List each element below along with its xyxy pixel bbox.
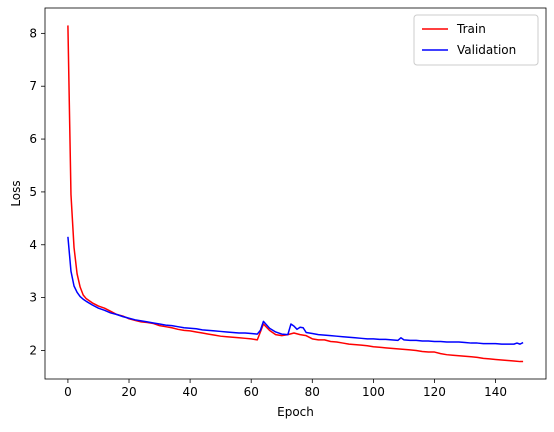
y-tick-label: 2 (29, 343, 37, 357)
y-tick-label: 5 (29, 185, 37, 199)
y-tick-label: 8 (29, 26, 37, 40)
x-tick-label: 80 (305, 385, 320, 399)
x-tick-label: 120 (423, 385, 446, 399)
x-tick-label: 140 (484, 385, 507, 399)
x-tick-label: 0 (64, 385, 72, 399)
series-line-validation (67, 236, 524, 345)
legend-label-validation: Validation (457, 43, 516, 57)
x-axis-label: Epoch (277, 405, 314, 419)
legend: Train Validation (413, 14, 539, 66)
y-tick-label: 7 (29, 79, 37, 93)
axis-ticks: 0 20 40 60 80 100 120 140 2 3 4 5 6 7 8 (29, 26, 507, 399)
y-tick-label: 4 (29, 238, 37, 252)
y-tick-label: 3 (29, 291, 37, 305)
y-axis-label: Loss (9, 180, 23, 206)
x-tick-label: 60 (244, 385, 259, 399)
series-line-train (67, 25, 524, 363)
x-tick-label: 40 (182, 385, 197, 399)
legend-box (413, 14, 539, 66)
legend-label-train: Train (456, 22, 486, 36)
plot-frame (44, 7, 547, 380)
x-tick-label: 20 (121, 385, 136, 399)
x-tick-label: 100 (362, 385, 385, 399)
plot-lines (67, 25, 524, 363)
y-tick-label: 6 (29, 132, 37, 146)
